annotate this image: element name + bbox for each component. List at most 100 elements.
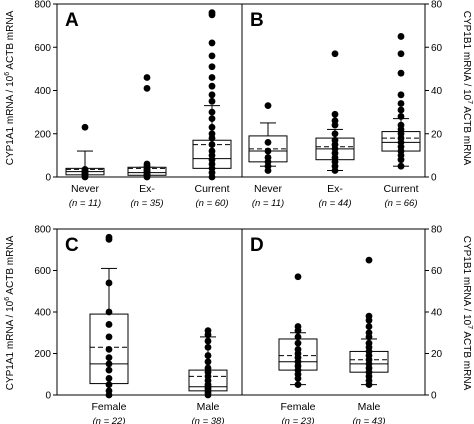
data-point [331, 136, 339, 144]
data-point [397, 50, 405, 58]
n-label: (n = 22) [92, 416, 125, 424]
data-point [294, 273, 302, 281]
data-point [105, 375, 113, 382]
data-point [208, 52, 216, 60]
category-label: Male [197, 401, 220, 413]
data-point [81, 166, 89, 173]
data-point [105, 333, 113, 341]
data-point [331, 110, 339, 118]
data-point [264, 147, 272, 155]
n-label: (n = 60) [195, 198, 228, 209]
data-point [208, 130, 216, 138]
data-point [365, 339, 373, 347]
category-label: Current [194, 183, 229, 195]
n-label: (n = 11) [69, 198, 101, 209]
data-point [294, 333, 302, 341]
data-point [208, 97, 216, 105]
y-tick-label: 200 [34, 129, 51, 140]
right-axis-title-bottom: CYP1B1 mRNA / 107 ACTB mRNA [461, 236, 473, 391]
y-tick-label: 40 [431, 86, 443, 97]
box-current [192, 9, 232, 181]
data-point [365, 329, 373, 337]
data-point [204, 343, 212, 351]
y-tick-label: 40 [431, 308, 443, 319]
y-tick-label: 80 [431, 225, 443, 236]
right-axis-title-top: CYP1B1 mRNA / 107 ACTB mRNA [461, 11, 473, 166]
data-point [264, 154, 272, 161]
data-point [331, 130, 339, 138]
panel-b: 0 20 40 60 80 B Never (n = 11) Ex- (n = 44) Curren… [241, 0, 443, 209]
y-tick-label: 20 [431, 349, 443, 360]
data-point [397, 121, 405, 129]
category-label: Female [280, 401, 315, 413]
data-point [294, 339, 302, 347]
n-label: (n = 23) [281, 416, 314, 424]
y-tick-label: 20 [431, 129, 443, 140]
panel-letter: B [250, 10, 264, 31]
data-point [397, 69, 405, 77]
n-label: (n = 43) [352, 416, 385, 424]
y-tick-label: 0 [431, 173, 437, 184]
data-point [143, 74, 151, 81]
y-tick-label: 60 [431, 43, 443, 54]
panel-a: 0 200 400 600 800 A Never (n = 11) Ex- (n = 35) Cu… [34, 0, 243, 209]
category-label: Never [254, 183, 283, 195]
data-point [208, 108, 216, 116]
box-male [349, 256, 389, 389]
data-point [105, 321, 113, 328]
box-female [89, 233, 129, 399]
y-tick-label: 800 [34, 0, 51, 11]
y-tick-label: 400 [34, 308, 51, 319]
y-tick-label: 800 [34, 225, 51, 236]
panel-letter: D [250, 235, 264, 256]
data-point [208, 91, 216, 99]
data-point [397, 33, 405, 40]
data-point [105, 387, 113, 395]
box-current [381, 33, 421, 170]
n-label: (n = 38) [191, 416, 224, 424]
data-point [331, 50, 339, 58]
y-tick-label: 400 [34, 86, 51, 97]
data-point [208, 115, 216, 123]
left-axis-title-top: CYP1A1 mRNA / 106 ACTB mRNA [4, 10, 16, 165]
data-point [294, 381, 302, 389]
data-point [208, 123, 216, 131]
y-tick-label: 0 [431, 391, 437, 402]
data-point [397, 91, 405, 99]
data-point [105, 366, 113, 374]
data-point [397, 100, 405, 107]
y-tick-label: 60 [431, 266, 443, 277]
data-point [204, 337, 212, 345]
data-point [208, 74, 216, 81]
n-label: (n = 66) [384, 198, 417, 209]
data-point [143, 84, 151, 92]
data-point [81, 123, 89, 131]
y-tick-label: 0 [45, 391, 51, 402]
category-label: Ex- [139, 183, 155, 195]
box-ex [127, 74, 167, 181]
left-axis-title-bottom: CYP1A1 mRNA / 106 ACTB mRNA [4, 235, 16, 390]
n-label: (n = 11) [252, 198, 284, 209]
data-point [204, 352, 212, 359]
n-label: (n = 44) [318, 198, 351, 209]
data-point [105, 381, 113, 389]
data-point [365, 312, 373, 320]
y-tick-label: 600 [34, 266, 51, 277]
panel-letter: C [65, 235, 79, 256]
data-point [397, 106, 405, 114]
data-point [204, 358, 212, 366]
y-tick-label: 200 [34, 349, 51, 360]
data-point [264, 139, 272, 146]
data-point [208, 39, 216, 47]
data-point [105, 360, 113, 368]
y-tick-label: 80 [431, 0, 443, 11]
category-label: Male [358, 401, 381, 413]
data-point [264, 102, 272, 110]
category-label: Female [91, 401, 126, 413]
category-label: Ex- [327, 183, 343, 195]
data-point [331, 117, 339, 125]
data-point [208, 63, 216, 71]
